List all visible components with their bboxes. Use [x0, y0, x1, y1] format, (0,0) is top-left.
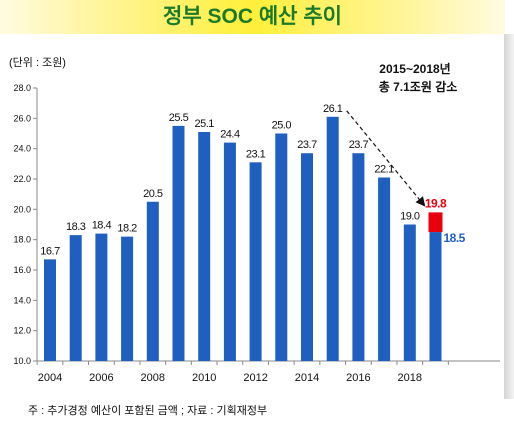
value-label-2017: 22.1 — [374, 163, 394, 175]
bar-2005 — [69, 235, 82, 361]
annotation-line-1: 2015~2018년 — [379, 62, 450, 76]
bar-2010 — [198, 131, 211, 361]
y-tick-label: 24.0 — [13, 144, 31, 154]
increment-label: 19.8 — [425, 196, 447, 210]
x-tick-label: 2018 — [398, 372, 422, 384]
value-label-2011: 24.4 — [220, 129, 240, 141]
bar-2015 — [326, 116, 339, 361]
x-tick-label: 2006 — [89, 372, 113, 384]
bar-2006 — [95, 233, 108, 361]
x-tick-label: 2008 — [141, 372, 165, 384]
trend-arrow — [346, 110, 426, 207]
y-tick-label: 18.0 — [13, 235, 31, 245]
x-tick-label: 2012 — [243, 372, 267, 384]
x-tick-label: 2004 — [38, 372, 62, 384]
x-tick-label: 2010 — [192, 372, 216, 384]
x-tick-label: 2014 — [295, 372, 319, 384]
value-label-2016: 23.7 — [349, 139, 369, 151]
y-tick-label: 10.0 — [13, 356, 31, 366]
value-label-2013: 25.0 — [272, 120, 292, 132]
bar-2007 — [121, 236, 134, 361]
value-label-2007: 18.2 — [117, 223, 137, 235]
value-label-2009: 25.5 — [169, 112, 189, 124]
y-tick-label: 20.0 — [13, 204, 31, 214]
x-tick-label: 2016 — [346, 372, 370, 384]
y-tick-label: 14.0 — [13, 295, 31, 305]
unit-label: (단위 : 조원) — [9, 57, 66, 69]
bar-2018 — [403, 224, 416, 361]
value-label-2006: 18.4 — [92, 220, 112, 232]
bar-chart: 10.0 12.0 14.0 16.0 18.0 20.0 22.0 24.0 26.0 28.0… — [13, 62, 500, 384]
value-label-2010: 25.1 — [194, 118, 214, 130]
bar-2004 — [44, 259, 56, 361]
y-tick-label: 16.0 — [13, 265, 31, 275]
bar-2008 — [146, 201, 159, 361]
page-title: 정부 SOC 예산 추이 — [163, 5, 342, 28]
bar-2014 — [301, 153, 313, 361]
right-edge-shadow — [504, 34, 514, 399]
bar-2009 — [172, 125, 185, 362]
annotation-line-2: 총 7.1조원 감소 — [379, 79, 458, 94]
y-tick-label: 22.0 — [13, 174, 31, 184]
increment-block — [428, 212, 443, 233]
value-label-2008: 20.5 — [143, 188, 163, 200]
value-label-2019: 18.5 — [444, 231, 466, 245]
bar-2017 — [378, 177, 391, 361]
y-tick-label: 12.0 — [13, 326, 31, 336]
value-label-2018: 19.0 — [400, 211, 420, 223]
value-label-2014: 23.7 — [297, 139, 317, 151]
y-tick-label: 28.0 — [13, 83, 31, 93]
title-banner — [0, 0, 505, 34]
value-label-2005: 18.3 — [66, 221, 86, 233]
bar-2011 — [223, 142, 236, 361]
bar-2016 — [352, 153, 365, 361]
value-label-2015: 26.1 — [323, 103, 343, 115]
value-label-2004: 16.7 — [40, 245, 60, 257]
bar-2013 — [275, 133, 288, 361]
value-label-2012: 23.1 — [246, 148, 266, 160]
source-footnote: 주 : 추가경정 예산이 포함된 금액 ; 자료 : 기획재정부 — [28, 405, 268, 417]
y-tick-label: 26.0 — [13, 113, 31, 123]
bar-2019 — [429, 232, 442, 361]
bar-2012 — [249, 162, 262, 361]
